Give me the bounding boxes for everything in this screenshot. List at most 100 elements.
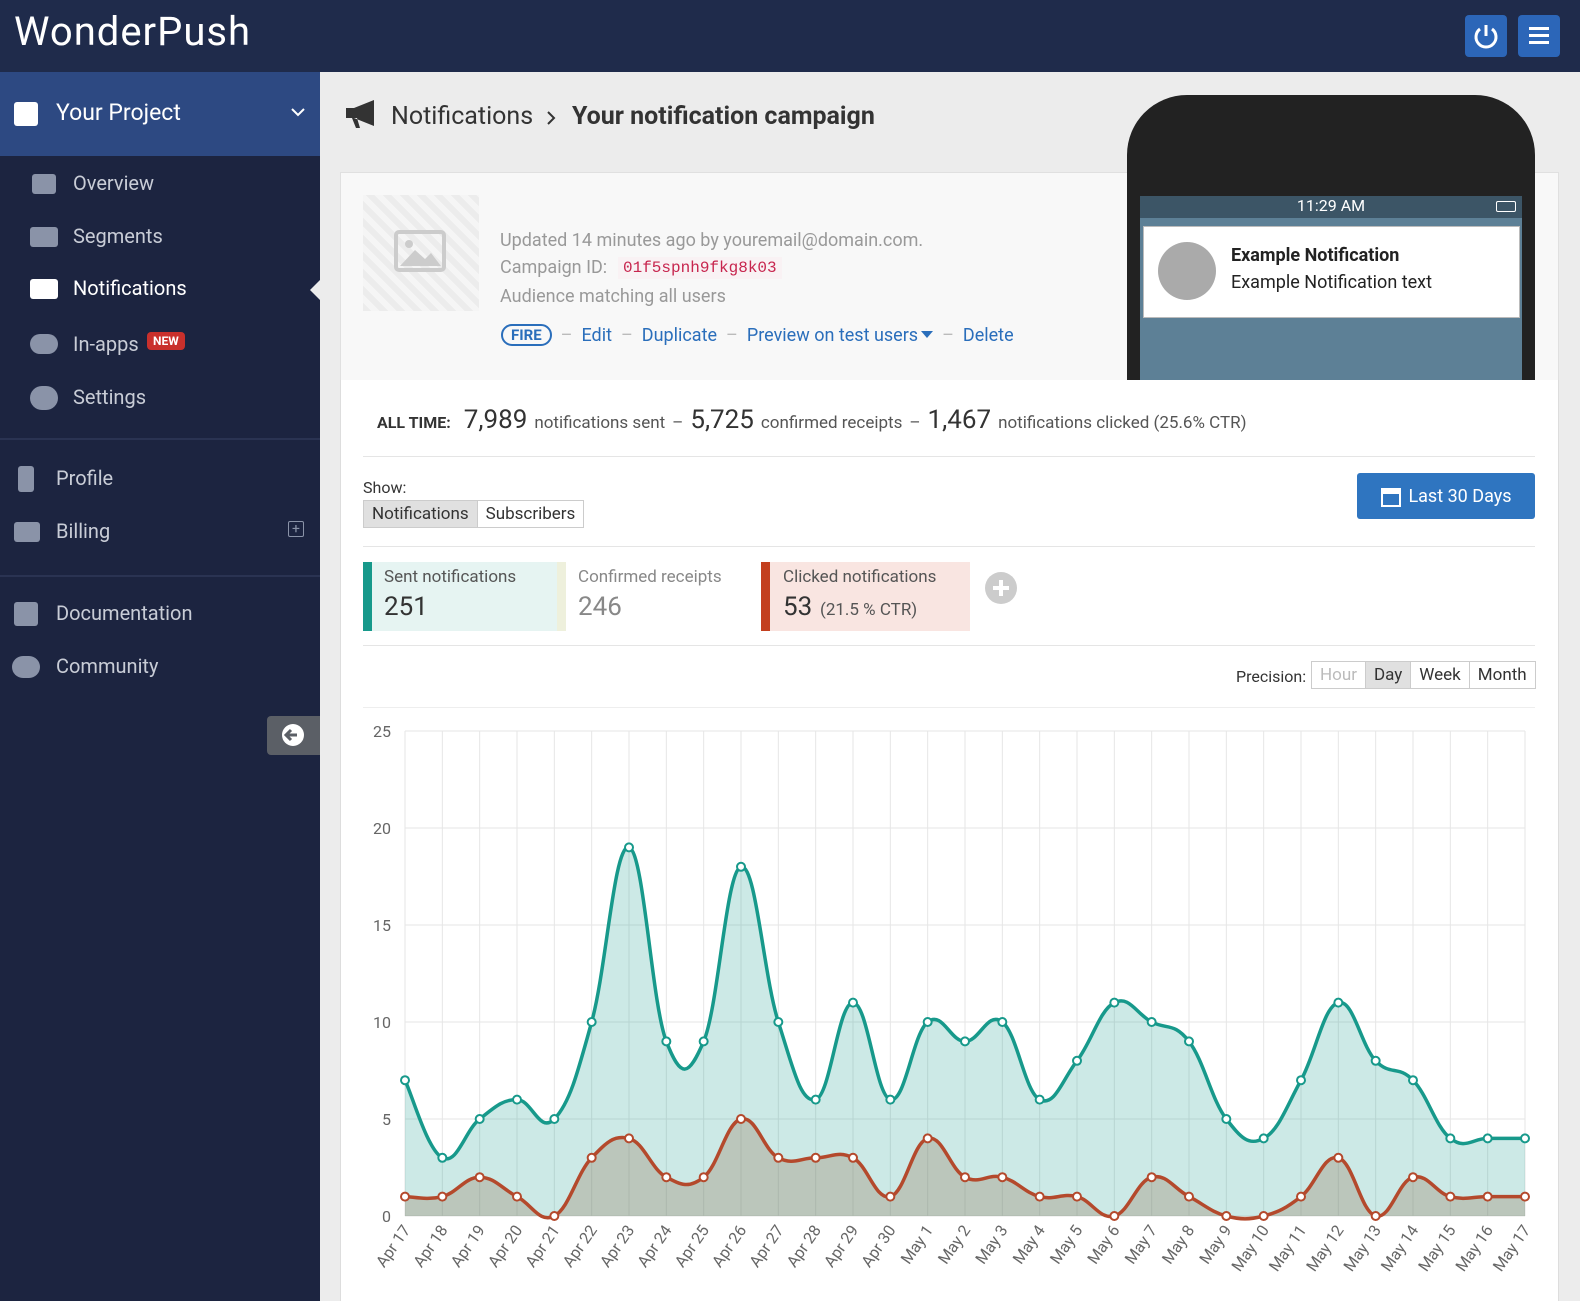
top-bar: WonderPush xyxy=(0,0,1580,72)
stats-label: ALL TIME: xyxy=(377,413,451,432)
collapse-button[interactable] xyxy=(267,716,320,755)
point xyxy=(1221,1211,1232,1221)
point xyxy=(661,1036,672,1047)
x-tick-label: Apr 21 xyxy=(521,1221,563,1270)
separator: – xyxy=(560,324,573,346)
point xyxy=(1296,1191,1306,1202)
active-pointer xyxy=(310,280,320,300)
point xyxy=(1333,997,1344,1008)
metric-card[interactable]: Confirmed receipts 246 xyxy=(557,562,754,631)
divider xyxy=(0,438,320,440)
x-tick-label: Apr 26 xyxy=(708,1221,750,1270)
point xyxy=(512,1191,522,1202)
point xyxy=(773,1017,784,1027)
campaign-actions: FIRE – Edit – Duplicate – Preview on tes… xyxy=(501,324,1014,346)
point xyxy=(810,1152,821,1163)
x-tick-label: May 1 xyxy=(897,1221,937,1267)
nav-item[interactable]: Billing xyxy=(56,519,111,543)
line xyxy=(403,845,1525,1161)
x-tick-label: May 5 xyxy=(1046,1221,1086,1267)
precision-option-active[interactable]: Day xyxy=(1365,661,1412,689)
point xyxy=(960,1036,970,1047)
nav-icon xyxy=(18,466,34,492)
nav-icon xyxy=(12,656,40,678)
battery-icon xyxy=(1496,201,1516,212)
point xyxy=(400,1075,410,1086)
point xyxy=(1445,1133,1456,1144)
point xyxy=(885,1191,896,1202)
nav-icon xyxy=(14,522,40,542)
date-range-label: Last 30 Days xyxy=(1408,485,1512,507)
x-tick-label: Apr 29 xyxy=(820,1221,862,1270)
point xyxy=(960,1172,970,1183)
x-tick-label: May 2 xyxy=(934,1221,974,1267)
point xyxy=(586,1017,597,1027)
nav-item[interactable]: Documentation xyxy=(56,601,193,625)
metric-value: 53 xyxy=(783,592,813,622)
x-tick-label: Apr 19 xyxy=(447,1221,489,1270)
x-tick-label: May 16 xyxy=(1452,1221,1497,1275)
nav-item[interactable]: Overview xyxy=(73,171,155,195)
point xyxy=(1109,997,1120,1008)
x-tick-label: Apr 28 xyxy=(783,1221,825,1270)
project-selector[interactable]: Your Project xyxy=(0,72,320,156)
breadcrumb-current: Your notification campaign xyxy=(572,102,875,131)
add-metric-button[interactable] xyxy=(984,571,1018,605)
breadcrumb-link[interactable]: Notifications xyxy=(391,102,534,131)
toggle-option[interactable]: Subscribers xyxy=(477,500,585,528)
image-placeholder xyxy=(394,230,446,272)
separator: – xyxy=(672,413,684,433)
action-link[interactable]: Duplicate xyxy=(641,324,718,346)
y-tick-label: 5 xyxy=(382,1110,391,1129)
all-time-stats: ALL TIME: 7,989 notifications sent – 5,7… xyxy=(377,405,1247,435)
precision-option[interactable]: Week xyxy=(1411,661,1470,689)
menu-button[interactable] xyxy=(1518,15,1560,57)
power-icon xyxy=(1474,25,1498,49)
action-link[interactable]: Edit xyxy=(581,324,612,346)
point xyxy=(624,1133,634,1144)
power-button[interactable] xyxy=(1465,15,1507,57)
separator: – xyxy=(909,413,921,433)
fire-button[interactable]: FIRE xyxy=(501,324,552,346)
metric-card[interactable]: Sent notifications 251 xyxy=(363,562,559,631)
point xyxy=(1482,1191,1493,1202)
separator: – xyxy=(726,324,738,346)
action-link[interactable]: Delete xyxy=(962,324,1014,346)
divider xyxy=(363,707,1535,708)
project-name: Your Project xyxy=(56,99,181,126)
point xyxy=(1221,1114,1232,1124)
nav-item[interactable]: Profile xyxy=(56,466,114,490)
point xyxy=(698,1036,709,1047)
point xyxy=(848,1152,858,1163)
nav-item-active[interactable]: Notifications xyxy=(73,276,187,300)
logo[interactable]: WonderPush xyxy=(14,8,252,55)
precision-option[interactable]: Month xyxy=(1469,661,1536,689)
x-tick-label: May 8 xyxy=(1158,1221,1198,1267)
toggle-option-active[interactable]: Notifications xyxy=(363,500,478,528)
nav-item[interactable]: Settings xyxy=(73,385,147,409)
action-link[interactable]: Preview on test users xyxy=(746,324,919,346)
expand-icon[interactable]: + xyxy=(288,521,304,537)
nav-item[interactable]: Community xyxy=(56,654,159,678)
metric-card[interactable]: Clicked notifications 53 (21.5 % CTR) xyxy=(761,562,970,631)
point xyxy=(400,1191,410,1202)
divider xyxy=(0,575,320,577)
point xyxy=(474,1114,485,1124)
point xyxy=(474,1172,485,1183)
calendar-icon xyxy=(1381,488,1402,507)
campaign-id: 01f5spnh9fkg8k03 xyxy=(618,257,782,279)
point xyxy=(1072,1055,1082,1066)
metric-note: (21.5 % CTR) xyxy=(820,600,918,620)
nav-icon xyxy=(32,174,56,194)
status-bar: 11:29 AM xyxy=(1140,196,1522,218)
point xyxy=(1258,1211,1269,1221)
y-tick-label: 25 xyxy=(373,722,391,741)
date-range-button[interactable]: Last 30 Days xyxy=(1357,473,1535,519)
nav-item[interactable]: Segments xyxy=(73,224,163,248)
point xyxy=(848,997,858,1008)
x-tick-label: May 10 xyxy=(1228,1221,1273,1275)
x-tick-label: Apr 23 xyxy=(596,1221,638,1270)
nav-item[interactable]: In-apps xyxy=(73,332,139,356)
stat-value: 5,725 xyxy=(690,405,754,435)
metric-label: Sent notifications xyxy=(384,567,517,587)
